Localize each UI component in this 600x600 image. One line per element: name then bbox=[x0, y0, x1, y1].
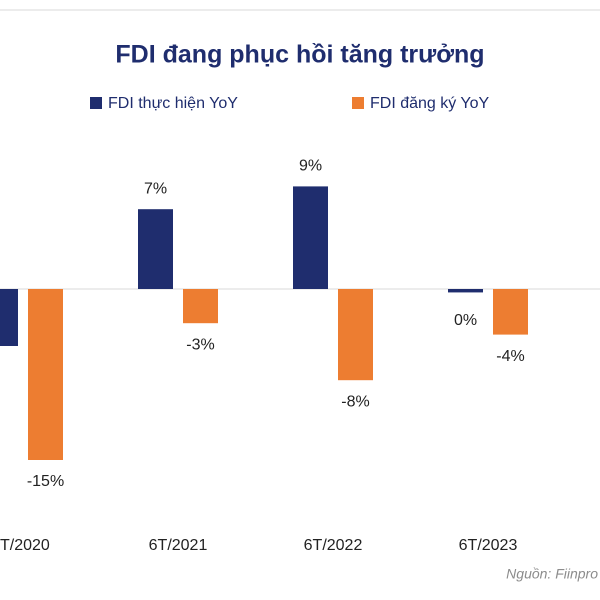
bar bbox=[0, 289, 18, 346]
x-tick-label: 6T/2023 bbox=[459, 537, 518, 554]
value-label: -4% bbox=[496, 348, 524, 365]
chart-title: FDI đang phục hồi tăng trưởng bbox=[115, 41, 484, 69]
legend-label: FDI đăng ký YoY bbox=[370, 95, 490, 112]
value-label: 9% bbox=[299, 158, 322, 175]
value-label: 0% bbox=[454, 312, 477, 329]
x-tick-label: T/2020 bbox=[0, 537, 50, 554]
x-tick-label: 6T/2021 bbox=[149, 537, 208, 554]
bar bbox=[28, 289, 63, 460]
value-label: -8% bbox=[341, 393, 369, 410]
source-note: Nguồn: Fiinpro bbox=[506, 566, 598, 582]
bar bbox=[138, 209, 173, 289]
value-label: -15% bbox=[27, 473, 64, 490]
bar bbox=[448, 289, 483, 293]
value-label: -3% bbox=[186, 336, 214, 353]
bar bbox=[338, 289, 373, 381]
legend-swatch bbox=[90, 97, 102, 109]
legend-swatch bbox=[352, 97, 364, 109]
value-label: 7% bbox=[144, 180, 167, 197]
bar bbox=[493, 289, 528, 335]
x-tick-label: 6T/2022 bbox=[304, 537, 363, 554]
bar bbox=[293, 186, 328, 289]
bar bbox=[183, 289, 218, 324]
legend-label: FDI thực hiện YoY bbox=[108, 95, 238, 112]
